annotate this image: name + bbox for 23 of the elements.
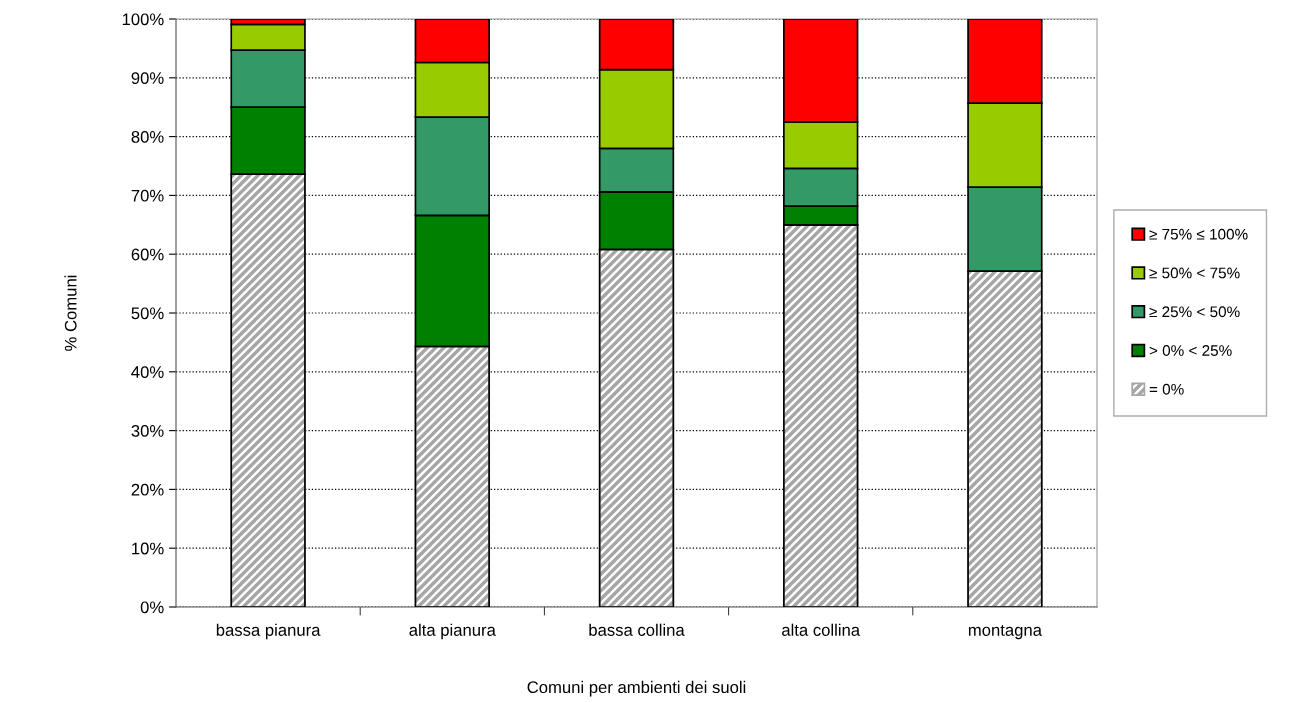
x-tick-label: bassa collina — [589, 623, 685, 636]
y-tick-label: 20% — [131, 483, 164, 496]
x-axis-title: Comuni per ambienti dei suoli — [527, 680, 746, 697]
y-tick-label: 0% — [140, 601, 164, 614]
x-tick-label: alta collina — [782, 623, 861, 636]
y-tick-label: 30% — [131, 425, 164, 437]
legend-label: ≥ 25% < 50% — [1149, 306, 1240, 318]
x-tick-label: bassa pianura — [216, 623, 321, 640]
legend-label: > 0% < 25% — [1149, 345, 1232, 356]
y-axis-title: % Comuni — [64, 275, 77, 351]
y-tick-label: 90% — [131, 72, 164, 84]
legend-label: ≥ 50% < 75% — [1149, 267, 1240, 279]
legend-label: = 0% — [1149, 383, 1184, 395]
legend-label: ≥ 75% ≤ 100% — [1149, 228, 1248, 240]
x-tick-label: alta pianura — [409, 623, 496, 640]
y-tick-label: 80% — [131, 131, 164, 143]
x-tick-label: montagna — [968, 624, 1042, 640]
y-tick-label: 40% — [131, 366, 164, 378]
y-tick-label: 100% — [122, 13, 164, 26]
y-tick-label: 10% — [132, 542, 164, 555]
y-tick-label: 60% — [131, 248, 164, 261]
y-tick-label: 50% — [131, 307, 164, 320]
y-tick-label: 70% — [131, 189, 164, 202]
